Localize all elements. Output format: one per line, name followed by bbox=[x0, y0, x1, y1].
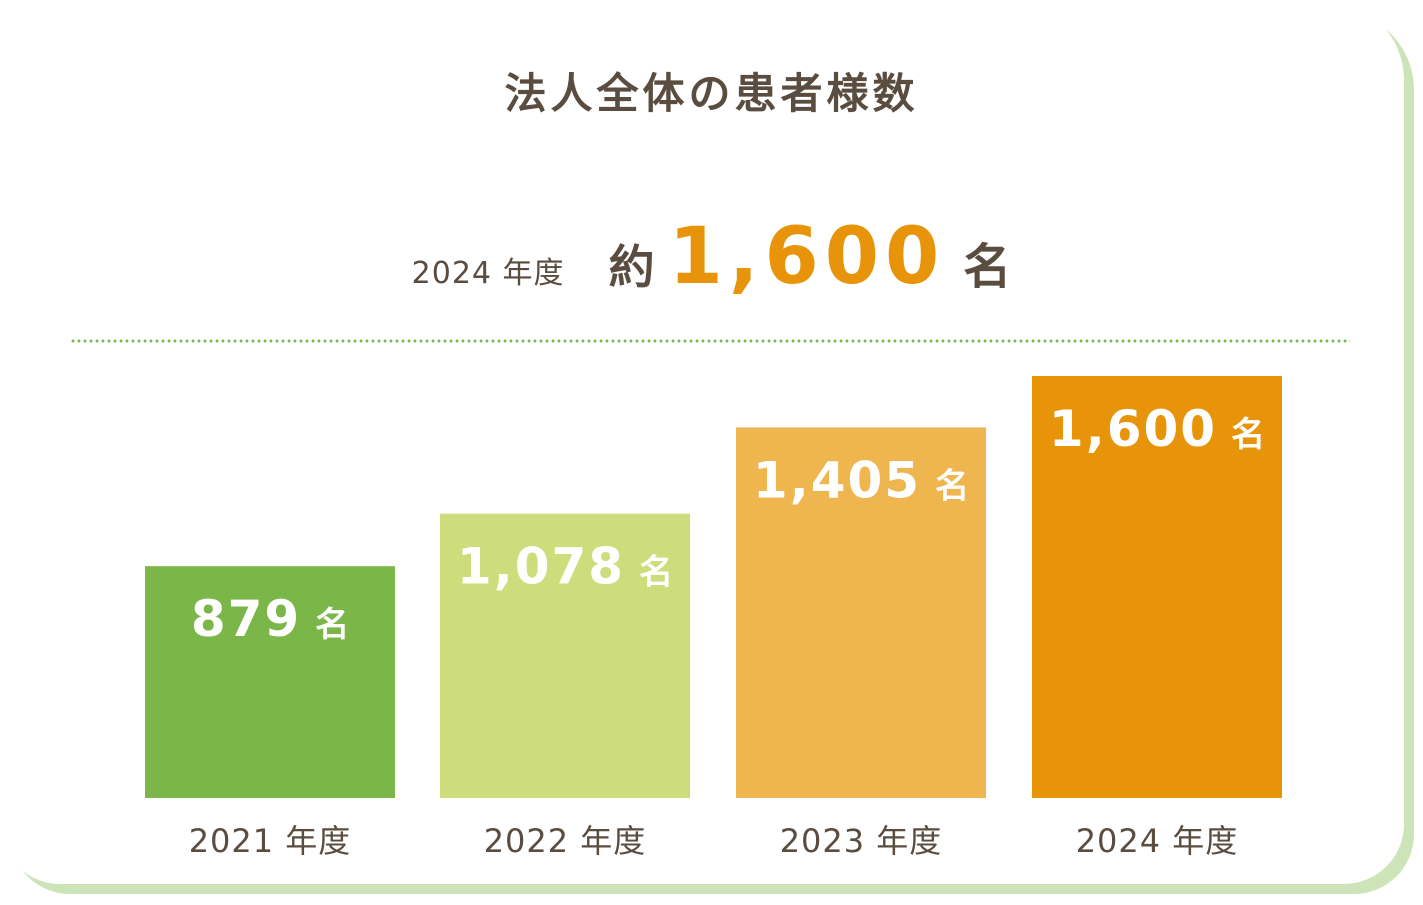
summary-year: 2024 年度 bbox=[411, 256, 565, 291]
category-label: 2022 年度 bbox=[484, 822, 647, 860]
bar-value-label: 1,078 名 bbox=[457, 538, 673, 596]
chart-title: 法人全体の患者様数 bbox=[504, 69, 919, 118]
summary-approx: 約 bbox=[608, 240, 655, 294]
category-label: 2023 年度 bbox=[780, 822, 943, 860]
summary-row: 2024 年度 約 1,600 名 bbox=[0, 212, 1423, 302]
summary-value: 1,600 bbox=[668, 212, 946, 302]
bar-4 bbox=[1032, 376, 1282, 798]
dotted-divider bbox=[70, 339, 1350, 343]
category-label: 2024 年度 bbox=[1076, 822, 1239, 860]
category-label: 2021 年度 bbox=[189, 822, 352, 860]
summary-unit: 名 bbox=[963, 239, 1012, 295]
bar-value-label: 1,600 名 bbox=[1049, 400, 1265, 458]
bar-value-label: 879 名 bbox=[191, 590, 349, 648]
bar-value-label: 1,405 名 bbox=[753, 451, 969, 509]
bar-1 bbox=[145, 566, 395, 798]
bar-3 bbox=[736, 427, 986, 798]
bar-2 bbox=[440, 513, 690, 798]
